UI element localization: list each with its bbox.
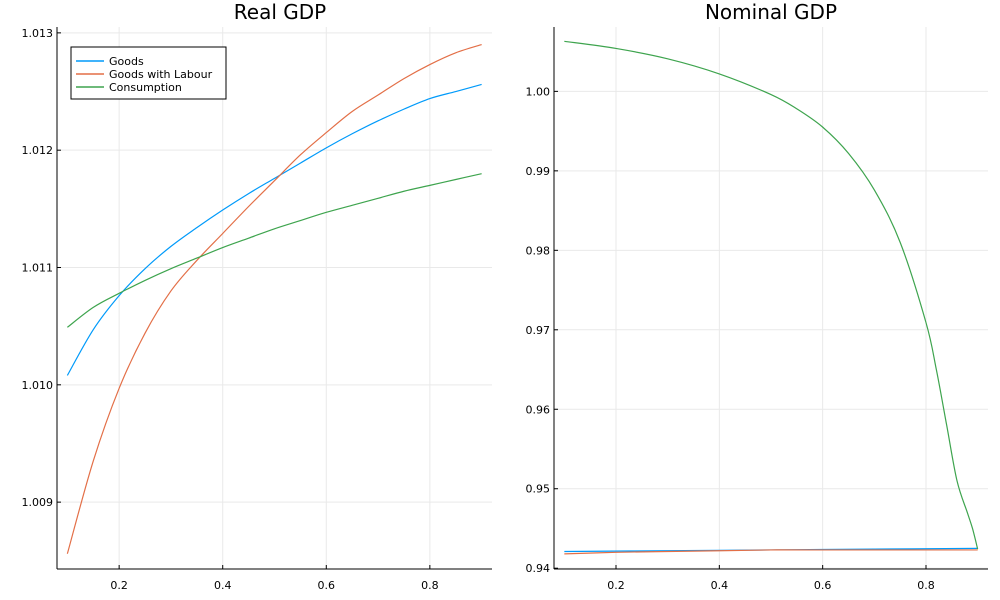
real-gdp-chart: Real GDP 0.2 0.4 0.6 0.8 1.0091.0101.0111.0… xyxy=(22,0,492,592)
y-tick-label: 0.98 xyxy=(526,244,551,257)
x-tick-label: 0.2 xyxy=(607,579,625,592)
x-tick-label: 0.6 xyxy=(814,579,832,592)
y-tick-label: 1.009 xyxy=(22,496,54,509)
series-line-goods-with-labour xyxy=(564,549,978,555)
y-tick-label: 0.99 xyxy=(526,165,551,178)
gridlines xyxy=(554,27,988,569)
chart-title: Nominal GDP xyxy=(705,0,837,24)
series-lines xyxy=(66,44,482,554)
series-lines xyxy=(564,40,979,555)
x-tick-labels: 0.2 0.4 0.6 0.8 xyxy=(110,565,439,592)
series-line-goods xyxy=(66,83,482,376)
y-tick-label: 0.94 xyxy=(526,562,551,575)
x-tick-label: 0.4 xyxy=(711,579,729,592)
legend-label-goods: Goods xyxy=(109,55,144,68)
y-tick-label: 0.97 xyxy=(526,324,551,337)
chart-title: Real GDP xyxy=(234,0,326,24)
x-tick-label: 0.8 xyxy=(421,579,439,592)
y-tick-label: 1.00 xyxy=(526,85,551,98)
y-tick-label: 1.013 xyxy=(22,27,54,40)
x-tick-label: 0.8 xyxy=(917,579,935,592)
y-tick-labels: 0.94 0.95 0.96 0.97 0.98 0.99 1.00 xyxy=(526,85,558,575)
y-tick-label: 0.96 xyxy=(526,403,551,416)
y-tick-label: 1.010 xyxy=(22,379,54,392)
x-tick-label: 0.4 xyxy=(214,579,232,592)
gridlines xyxy=(57,27,492,569)
series-line-goods-with-labour xyxy=(66,44,482,554)
x-tick-label: 0.6 xyxy=(318,579,336,592)
x-tick-labels: 0.2 0.4 0.6 0.8 xyxy=(607,565,935,592)
legend-box xyxy=(70,46,227,100)
series-line-consumption xyxy=(66,173,482,328)
x-tick-label: 0.2 xyxy=(110,579,128,592)
nominal-gdp-chart: Nominal GDP 0.2 0.4 0.6 0.8 0.940.950.960.9… xyxy=(526,0,988,592)
series-line-consumption xyxy=(564,40,979,550)
legend: Goods Goods with Labour Consumption xyxy=(70,46,227,100)
legend-label-goods-with-labour: Goods with Labour xyxy=(109,68,213,81)
y-tick-labels: 1.009 1.010 1.011 1.012 1.013 xyxy=(22,27,61,509)
legend-label-consumption: Consumption xyxy=(109,81,182,94)
y-tick-label: 0.95 xyxy=(526,483,551,496)
y-tick-label: 1.012 xyxy=(22,144,54,157)
y-tick-label: 1.011 xyxy=(22,261,54,274)
